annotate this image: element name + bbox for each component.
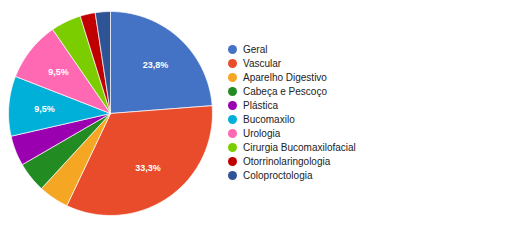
svg-text:23,8%: 23,8%	[143, 59, 169, 69]
svg-text:9,5%: 9,5%	[34, 103, 55, 113]
html-text:Vascular: Vascular	[243, 58, 282, 69]
svg-text:33,3%: 33,3%	[135, 162, 161, 172]
html-text:Cabeça e Pescoço: Cabeça e Pescoço	[243, 86, 327, 97]
html-text:Otorrinolaringologia: Otorrinolaringologia	[243, 156, 331, 167]
html-text:Coloproctologia: Coloproctologia	[243, 170, 313, 181]
html-text:Urologia: Urologia	[243, 128, 281, 139]
html-text:Plástica: Plástica	[243, 100, 278, 111]
html-text:Cirurgia Bucomaxilofacial: Cirurgia Bucomaxilofacial	[243, 142, 356, 153]
html-text:Aparelho Digestivo: Aparelho Digestivo	[243, 72, 327, 83]
svg-text:9,5%: 9,5%	[48, 67, 69, 77]
html-text:Bucomaxilo: Bucomaxilo	[243, 114, 295, 125]
html-text:Geral: Geral	[243, 44, 268, 55]
